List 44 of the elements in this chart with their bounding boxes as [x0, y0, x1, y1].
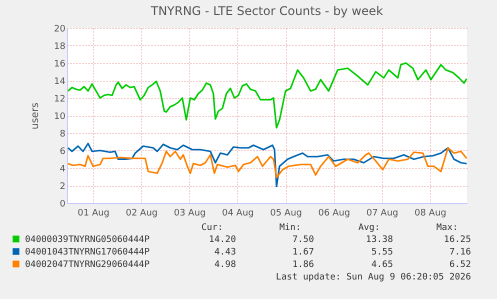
line-series — [67, 147, 468, 178]
x-tick-label: 07 Aug — [366, 208, 398, 218]
text: 4.65 — [371, 260, 393, 270]
text: 4.98 — [214, 260, 236, 270]
text: 4.43 — [214, 248, 236, 258]
legend-label: 04000039TNYRNG05060444P — [25, 235, 150, 245]
text: 7.16 — [449, 248, 471, 258]
y-tick-label: 14 — [54, 77, 66, 87]
y-tick-label: 0 — [60, 200, 66, 210]
y-tick-label: 12 — [54, 94, 66, 104]
x-tick-label: 02 Aug — [126, 208, 158, 218]
line-series — [67, 62, 468, 129]
y-tick-label: 4 — [60, 164, 66, 174]
text: 16.25 — [444, 235, 471, 245]
x-tick-label: 03 Aug — [174, 208, 206, 218]
x-tick-label: 01 Aug — [78, 208, 110, 218]
text: Last update: Sun Aug 9 06:20:05 2026 — [276, 272, 471, 282]
text: 5.55 — [371, 248, 393, 258]
text: Avg: — [358, 223, 380, 233]
y-tick-label: 16 — [54, 60, 66, 70]
y-tick-label: 8 — [60, 130, 66, 140]
y-tick-label: 2 — [60, 182, 66, 192]
text: Max: — [436, 223, 458, 233]
y-tick-label: 20 — [54, 24, 66, 34]
legend-label: 04002047TNYRNG29060444P — [25, 260, 150, 270]
text: 7.50 — [292, 235, 314, 245]
text: 14.20 — [208, 235, 236, 245]
x-tick-label: 06 Aug — [318, 208, 350, 218]
text: Min: — [279, 223, 301, 233]
text: 1.67 — [292, 248, 314, 258]
legend-label: 04001043TNYRNG17060444P — [25, 248, 150, 258]
text: Cur: — [201, 223, 223, 233]
x-tick-label: 08 Aug — [414, 208, 446, 218]
y-tick-label: 18 — [54, 42, 66, 52]
text: 1.86 — [292, 260, 314, 270]
y-tick-label: 10 — [54, 112, 66, 122]
y-tick-label: 6 — [60, 147, 66, 157]
text: 13.38 — [366, 235, 393, 245]
x-tick-label: 05 Aug — [270, 208, 302, 218]
text: 6.52 — [449, 260, 471, 270]
chart-title: TNYRNG - LTE Sector Counts - by week — [150, 4, 384, 18]
line-series — [67, 142, 468, 188]
y-axis-title: users — [30, 102, 42, 130]
x-tick-label: 04 Aug — [222, 208, 254, 218]
